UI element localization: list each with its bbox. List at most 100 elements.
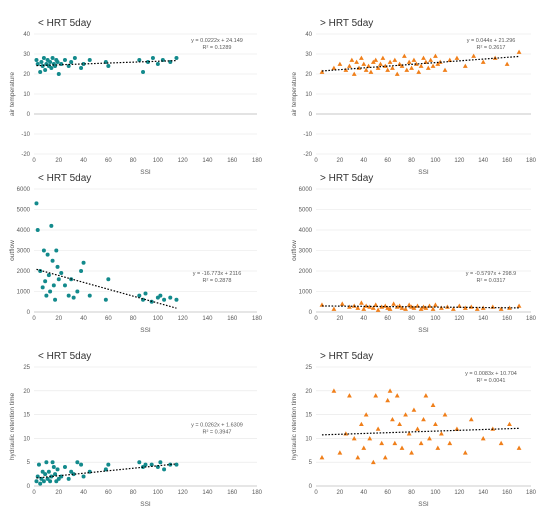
x-tick-label: 40 xyxy=(80,316,87,322)
chart-panel-6: 0 5 10 15 20 25 0 20 40 60 80 100 120 140 160 180 SSI hyd… xyxy=(291,351,537,508)
data-point xyxy=(41,248,46,253)
y-tick-label: 2000 xyxy=(299,269,313,275)
data-point xyxy=(421,416,426,422)
x-tick-label: 0 xyxy=(314,490,318,496)
data-point xyxy=(162,297,167,302)
trend-equation: y = 0.044x + 21.296 xyxy=(467,38,516,44)
data-point xyxy=(36,462,41,467)
data-point xyxy=(368,69,374,74)
data-point xyxy=(81,260,86,265)
y-tick-label: 20 xyxy=(305,389,312,395)
data-point xyxy=(516,49,522,54)
data-point xyxy=(516,445,522,450)
data-point xyxy=(433,302,438,307)
data-point xyxy=(375,426,381,431)
data-point xyxy=(331,306,337,311)
data-point xyxy=(390,65,395,70)
data-point xyxy=(51,464,56,469)
data-point xyxy=(394,393,400,398)
y-axis-label: hydraulic retention time xyxy=(9,393,16,461)
data-point xyxy=(72,56,77,60)
data-point xyxy=(319,455,325,460)
x-tick-label: 40 xyxy=(360,158,367,164)
data-point xyxy=(79,269,84,273)
data-point xyxy=(351,71,357,76)
data-point xyxy=(373,302,379,307)
x-axis-label: SSI xyxy=(140,501,151,508)
data-point xyxy=(504,61,510,66)
x-tick-label: 20 xyxy=(55,316,62,322)
data-point xyxy=(137,293,142,298)
x-tick-label: 40 xyxy=(80,490,87,496)
y-tick-label: 5 xyxy=(27,460,31,466)
x-axis-label: SSI xyxy=(418,327,429,334)
y-tick-label: 1000 xyxy=(17,290,31,296)
data-point xyxy=(406,59,412,64)
data-point xyxy=(447,57,453,62)
data-point xyxy=(375,307,381,312)
data-point xyxy=(137,460,142,465)
data-point xyxy=(480,59,486,64)
data-point xyxy=(409,65,414,70)
data-point xyxy=(66,293,71,298)
y-tick-label: 15 xyxy=(305,413,312,419)
x-tick-label: 40 xyxy=(360,490,367,496)
data-point xyxy=(385,397,391,403)
trend-r-squared: R² = 0.1289 xyxy=(203,45,232,51)
y-tick-label: 1000 xyxy=(299,290,313,296)
x-tick-label: 100 xyxy=(430,490,441,496)
trend-r-squared: R² = 0.0317 xyxy=(477,278,506,284)
data-point xyxy=(425,65,431,70)
data-point xyxy=(150,56,155,60)
x-tick-label: 80 xyxy=(408,490,415,496)
x-tick-label: 180 xyxy=(526,158,537,164)
data-point xyxy=(87,293,92,298)
data-point xyxy=(363,67,369,72)
trendline xyxy=(321,55,520,72)
y-tick-label: 0 xyxy=(27,310,31,316)
data-point xyxy=(337,61,343,66)
x-tick-label: 100 xyxy=(430,316,441,322)
data-point xyxy=(462,305,468,310)
panel-title: > HRT 5day xyxy=(320,18,373,29)
data-point xyxy=(391,301,397,306)
trendline xyxy=(321,305,520,309)
data-point xyxy=(382,455,388,460)
x-tick-label: 120 xyxy=(454,158,465,164)
data-point xyxy=(394,71,400,76)
y-tick-label: 0 xyxy=(309,112,313,118)
data-point xyxy=(45,476,50,481)
x-tick-label: 120 xyxy=(454,490,465,496)
data-point xyxy=(347,393,352,398)
data-point xyxy=(66,476,71,481)
data-point xyxy=(56,277,61,282)
data-point xyxy=(39,60,44,64)
data-point xyxy=(48,479,53,484)
data-point xyxy=(43,472,48,477)
data-point xyxy=(430,402,436,407)
y-tick-label: 5000 xyxy=(17,208,31,214)
data-point xyxy=(462,63,468,68)
data-point xyxy=(418,306,424,311)
data-point xyxy=(158,460,163,465)
x-tick-label: 140 xyxy=(478,490,489,496)
y-tick-label: -20 xyxy=(303,152,312,158)
data-point xyxy=(399,445,405,450)
data-point xyxy=(361,306,367,311)
panel-title: < HRT 5day xyxy=(38,351,91,362)
data-point xyxy=(347,304,352,309)
data-point xyxy=(45,252,50,257)
data-point xyxy=(378,61,383,66)
data-point xyxy=(370,59,376,64)
x-tick-label: 0 xyxy=(32,490,36,496)
trendline xyxy=(36,463,177,479)
x-tick-label: 60 xyxy=(105,158,112,164)
data-point xyxy=(401,53,407,58)
y-tick-label: 2000 xyxy=(17,269,31,275)
data-point xyxy=(41,479,46,484)
data-point xyxy=(430,63,436,68)
data-point xyxy=(351,303,357,308)
data-point xyxy=(71,295,76,300)
y-axis-label: air temperature xyxy=(9,72,16,116)
